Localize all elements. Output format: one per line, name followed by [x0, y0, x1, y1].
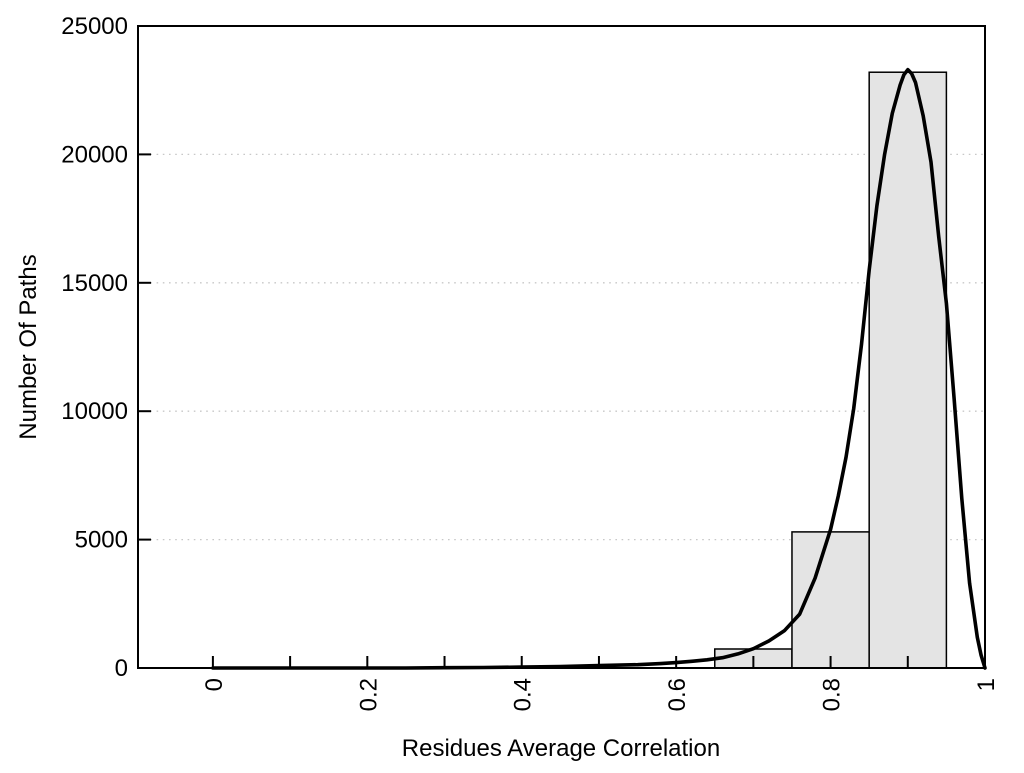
x-tick-label: 0.2: [355, 678, 382, 711]
histogram-bar: [791, 531, 870, 669]
y-tick-label: 15000: [61, 270, 128, 297]
y-tick-label: 25000: [61, 13, 128, 40]
histogram-bar: [868, 71, 948, 669]
density-curve: [211, 67, 987, 670]
y-tick-label: 5000: [75, 527, 128, 554]
x-tick-label: 0.8: [819, 678, 846, 711]
x-axis-title: Residues Average Correlation: [402, 735, 720, 762]
x-tick-label: 1: [973, 678, 1000, 691]
x-tick-label: 0.6: [664, 678, 691, 711]
y-axis-title: Number Of Paths: [15, 254, 42, 439]
x-tick-label: 0.4: [510, 678, 537, 711]
density-curve-group: [211, 67, 987, 670]
y-tick-label: 10000: [61, 398, 128, 425]
y-tick-label: 0: [115, 655, 128, 682]
y-tick-label: 20000: [61, 141, 128, 168]
histogram-bars: [714, 71, 948, 669]
gridlines: [138, 153, 985, 541]
x-tick-label: 0: [201, 678, 228, 691]
axis-ticks: [138, 25, 986, 669]
axis-tick-labels: 0 5000 10000 15000 20000 25000 0 0.2 0.4 0.6 0.8 1: [61, 13, 1000, 711]
